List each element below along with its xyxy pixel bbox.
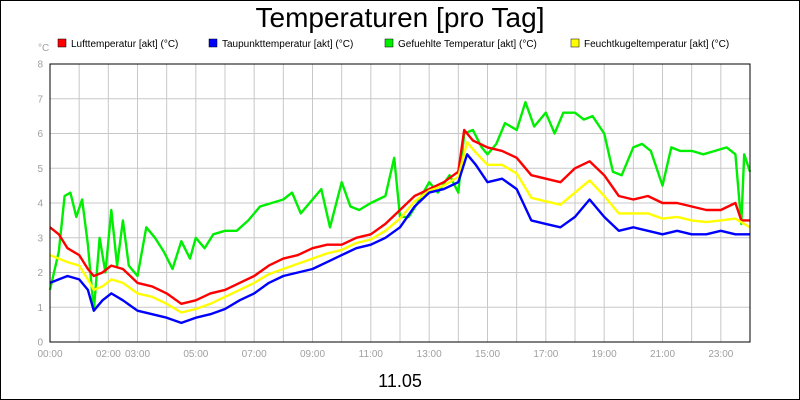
x-tick-label: 07:00 (242, 349, 267, 360)
y-tick-label: 3 (37, 233, 43, 244)
y-tick-label: 0 (37, 338, 43, 349)
plot-area-border (49, 63, 751, 343)
x-tick-label: 03:00 (125, 349, 150, 360)
series-line-gefuehlte-temperatur (48, 100, 752, 312)
x-tick-label: 17:00 (533, 349, 558, 360)
y-tick-label: 4 (37, 199, 43, 210)
y-unit-label: °C (38, 43, 49, 54)
series-line-taupunkttemperatur (49, 153, 750, 325)
x-tick-label: 21:00 (650, 349, 675, 360)
y-tick-label: 6 (37, 129, 43, 140)
legend-label-taupunkttemperatur: Taupunkttemperatur [akt] (°C) (222, 39, 353, 50)
chart-title: Temperaturen [pro Tag] (256, 2, 545, 33)
y-axis-ticks: 0 1 2 3 4 5 6 7 8 (37, 60, 43, 349)
x-tick-label: 13:00 (417, 349, 442, 360)
y-tick-label: 5 (37, 164, 43, 175)
series-line-lufttemperatur (49, 128, 750, 305)
x-tick-label: 11:00 (359, 349, 384, 360)
x-tick-label: 15:00 (475, 349, 500, 360)
grid (49, 63, 751, 343)
legend-swatch-feuchtkugeltemperatur (570, 38, 580, 48)
legend-swatch-gefuehlte-temperatur (384, 38, 394, 48)
y-tick-label: 1 (37, 303, 43, 314)
y-tick-label: 2 (37, 268, 43, 279)
x-tick-label: 05:00 (183, 349, 208, 360)
legend-label-gefuehlte-temperatur: Gefuehlte Temperatur [akt] (°C) (398, 39, 537, 50)
legend-swatch-lufttemperatur (57, 38, 67, 48)
x-tick-label: 19:00 (592, 349, 617, 360)
y-tick-label: 8 (37, 60, 43, 71)
legend-swatch-taupunkttemperatur (208, 38, 218, 48)
y-tick-label: 7 (37, 94, 43, 105)
x-tick-label: 23:00 (708, 349, 733, 360)
legend: Lufttemperatur [akt] (°C) Taupunkttemper… (57, 38, 729, 50)
legend-label-lufttemperatur: Lufttemperatur [akt] (°C) (71, 39, 178, 50)
x-tick-label: 09:00 (300, 349, 325, 360)
x-axis-ticks: 00:00 02:00 03:00 05:00 07:00 09:00 11:00 13:00… (37, 349, 733, 360)
date-label: 11.05 (378, 371, 422, 391)
legend-label-feuchtkugeltemperatur: Feuchtkugeltemperatur [akt] (°C) (584, 39, 729, 50)
series-lines (48, 100, 752, 325)
x-tick-label: 00:00 (37, 349, 62, 360)
x-tick-label: 02:00 (96, 349, 121, 360)
series-line-feuchtkugeltemperatur (49, 140, 751, 314)
